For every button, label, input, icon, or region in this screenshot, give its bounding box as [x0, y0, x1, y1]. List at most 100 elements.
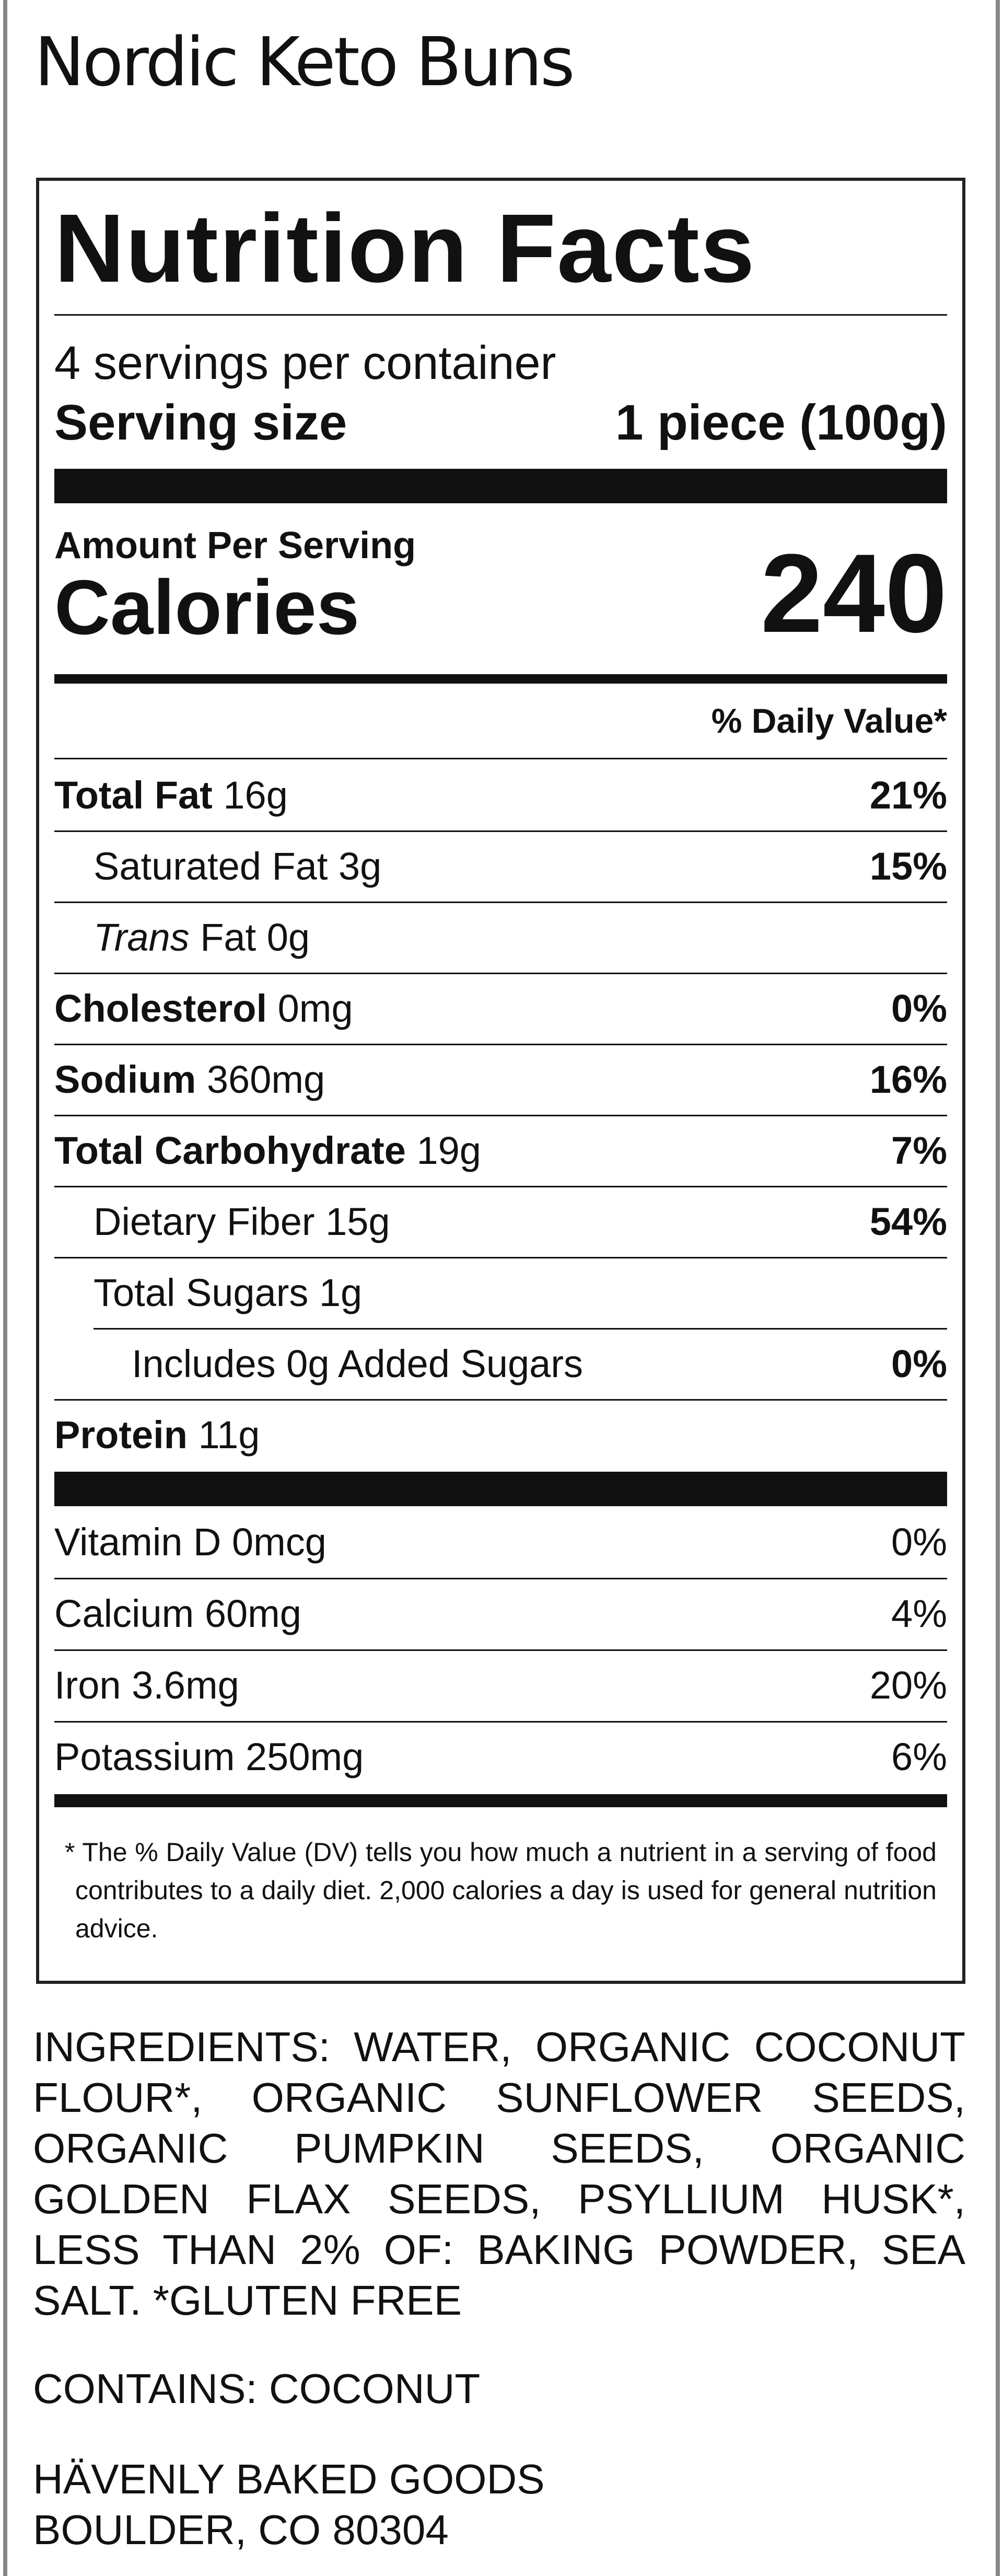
- nutrient-row: Total Sugars 1g: [54, 1257, 947, 1330]
- nutrient-name: Saturated Fat: [94, 844, 328, 888]
- nutrient-name: Total Carbohydrate: [54, 1128, 406, 1172]
- calories-value: 240: [760, 531, 947, 656]
- nutrient-row: Saturated Fat 3g 15%: [54, 830, 947, 903]
- nutrient-name-group: Sodium 360mg: [54, 1057, 325, 1102]
- address-line: BOULDER, CO 80304: [33, 2506, 449, 2553]
- nutrient-amount: 0g: [266, 915, 310, 959]
- vitamin-name: Calcium: [54, 1592, 194, 1635]
- nutrient-dv: 16%: [869, 1057, 947, 1101]
- nutrient-name: Total Fat: [54, 773, 213, 817]
- nutrient-amount: 0mg: [277, 986, 353, 1030]
- medium-rule: [54, 1794, 947, 1807]
- vitamin-name-group: Iron 3.6mg: [54, 1663, 239, 1707]
- nutrient-name-group: Saturated Fat 3g: [54, 844, 381, 888]
- serving-size-label: Serving size: [54, 395, 347, 450]
- vitamin-row: Potassium 250mg 6%: [54, 1721, 947, 1793]
- vitamin-name-group: Calcium 60mg: [54, 1591, 301, 1636]
- nutrient-amount: 3g: [338, 844, 382, 888]
- row-rule: [54, 1649, 947, 1651]
- vitamin-dv: 0%: [891, 1520, 947, 1564]
- vitamin-amount: 250mg: [246, 1735, 364, 1778]
- frame-edge: [996, 0, 1000, 2576]
- row-rule: [54, 973, 947, 974]
- row-rule: [54, 1578, 947, 1579]
- vitamin-row: Iron 3.6mg 20%: [54, 1649, 947, 1723]
- vitamin-amount: 60mg: [204, 1592, 301, 1635]
- nutrient-row: Total Fat 16g 21%: [54, 759, 947, 832]
- nutrient-name-group: Total Fat 16g: [54, 773, 288, 817]
- nutrient-dv: 0%: [891, 986, 947, 1030]
- nutrient-name-group: Protein 11g: [54, 1413, 260, 1457]
- address-line: HÄVENLY BAKED GOODS: [33, 2456, 545, 2502]
- nutrient-name-group: Includes 0g Added Sugars: [54, 1342, 583, 1386]
- vitamin-dv: 4%: [891, 1592, 947, 1635]
- row-rule: [54, 902, 947, 903]
- nutrient-row: Trans Fat 0g: [54, 902, 947, 974]
- vitamin-amount: 3.6mg: [132, 1664, 239, 1707]
- vitamin-dv: 6%: [891, 1735, 947, 1778]
- row-rule: [54, 1399, 947, 1401]
- nutrient-dv: 54%: [869, 1199, 947, 1243]
- row-rule: [54, 1115, 947, 1116]
- calories-label: Calories: [54, 564, 360, 651]
- nutrient-name: Fat: [200, 915, 256, 959]
- nutrient-row: Cholesterol 0mg 0%: [54, 973, 947, 1045]
- nutrient-amount: 15g: [325, 1199, 390, 1243]
- footnote: * The % Daily Value (DV) tells you how m…: [65, 1838, 937, 1943]
- nutrient-name-group: Dietary Fiber 15g: [54, 1199, 390, 1244]
- servings-block: 4 servings per container Serving size 1 …: [54, 316, 947, 469]
- dv-header: % Daily Value*: [711, 701, 947, 740]
- row-rule: [54, 1721, 947, 1723]
- servings: 4 servings per container: [54, 337, 556, 389]
- row-rule: [54, 1186, 947, 1187]
- nutrient-row: Dietary Fiber 15g 54%: [54, 1186, 947, 1258]
- nutrient-name-group: Trans Fat 0g: [54, 915, 310, 960]
- nutrient-name: Protein: [54, 1413, 188, 1457]
- vitamin-row: Calcium 60mg 4%: [54, 1578, 947, 1651]
- row-rule: [54, 1257, 947, 1258]
- nutrition-label: Nutrition Facts 4 servings per container…: [36, 178, 965, 1984]
- rule: [54, 758, 947, 759]
- medium-rule: [54, 674, 947, 684]
- nutrient-dv: 21%: [869, 773, 947, 817]
- nutrient-name: Sodium: [54, 1057, 196, 1101]
- vitamin-name-group: Potassium 250mg: [54, 1735, 364, 1779]
- nutrient-amount: 11g: [198, 1413, 260, 1457]
- frame-edge: [3, 0, 7, 2576]
- serving-size: 1 piece (100g): [615, 395, 947, 450]
- nutrient-amount: 19g: [416, 1128, 481, 1172]
- vitamin-list: Vitamin D 0mcg 0% Calcium 60mg 4% Iron 3.6mg…: [54, 1506, 947, 1793]
- product-title: Nordic Keto Buns: [34, 24, 575, 101]
- vitamin-name: Potassium: [54, 1735, 235, 1778]
- rule: [54, 314, 947, 316]
- label-heading: Nutrition Facts: [54, 194, 756, 303]
- nutrient-amount: 360mg: [206, 1057, 325, 1101]
- row-rule: [54, 830, 947, 832]
- nutrient-name-group: Cholesterol 0mg: [54, 986, 353, 1031]
- vitamin-name: Vitamin D: [54, 1520, 221, 1564]
- nutrient-name-italic: Trans: [94, 915, 190, 959]
- thick-rule: [54, 469, 947, 503]
- nutrient-row: Protein 11g: [54, 1399, 947, 1470]
- nutrient-dv: 15%: [869, 844, 947, 888]
- vitamin-dv: 20%: [869, 1664, 947, 1707]
- nutrient-name-group: Total Sugars 1g: [54, 1270, 362, 1315]
- allergens: CONTAINS: COCONUT: [33, 2365, 481, 2412]
- amount-per-serving: Amount Per Serving: [54, 525, 416, 567]
- vitamin-name-group: Vitamin D 0mcg: [54, 1520, 326, 1564]
- nutrient-name: Includes 0g Added Sugars: [132, 1342, 583, 1385]
- row-rule: [94, 1328, 947, 1330]
- nutrient-name: Dietary Fiber: [94, 1199, 315, 1243]
- vitamin-amount: 0mcg: [231, 1520, 326, 1564]
- nutrient-row: Total Carbohydrate 19g 7%: [54, 1115, 947, 1187]
- thick-rule: [54, 1472, 947, 1506]
- nutrient-name-group: Total Carbohydrate 19g: [54, 1128, 481, 1173]
- calories-block: Amount Per Serving Calories 240: [54, 503, 947, 674]
- nutrient-amount: 1g: [319, 1270, 363, 1314]
- nutrient-dv: 7%: [891, 1128, 947, 1172]
- nutrient-row: Sodium 360mg 16%: [54, 1044, 947, 1116]
- nutrient-dv: 0%: [891, 1342, 947, 1385]
- row-rule: [54, 1044, 947, 1045]
- nutrient-list: Total Fat 16g 21% Saturated Fat 3g 15% Trans…: [54, 759, 947, 1470]
